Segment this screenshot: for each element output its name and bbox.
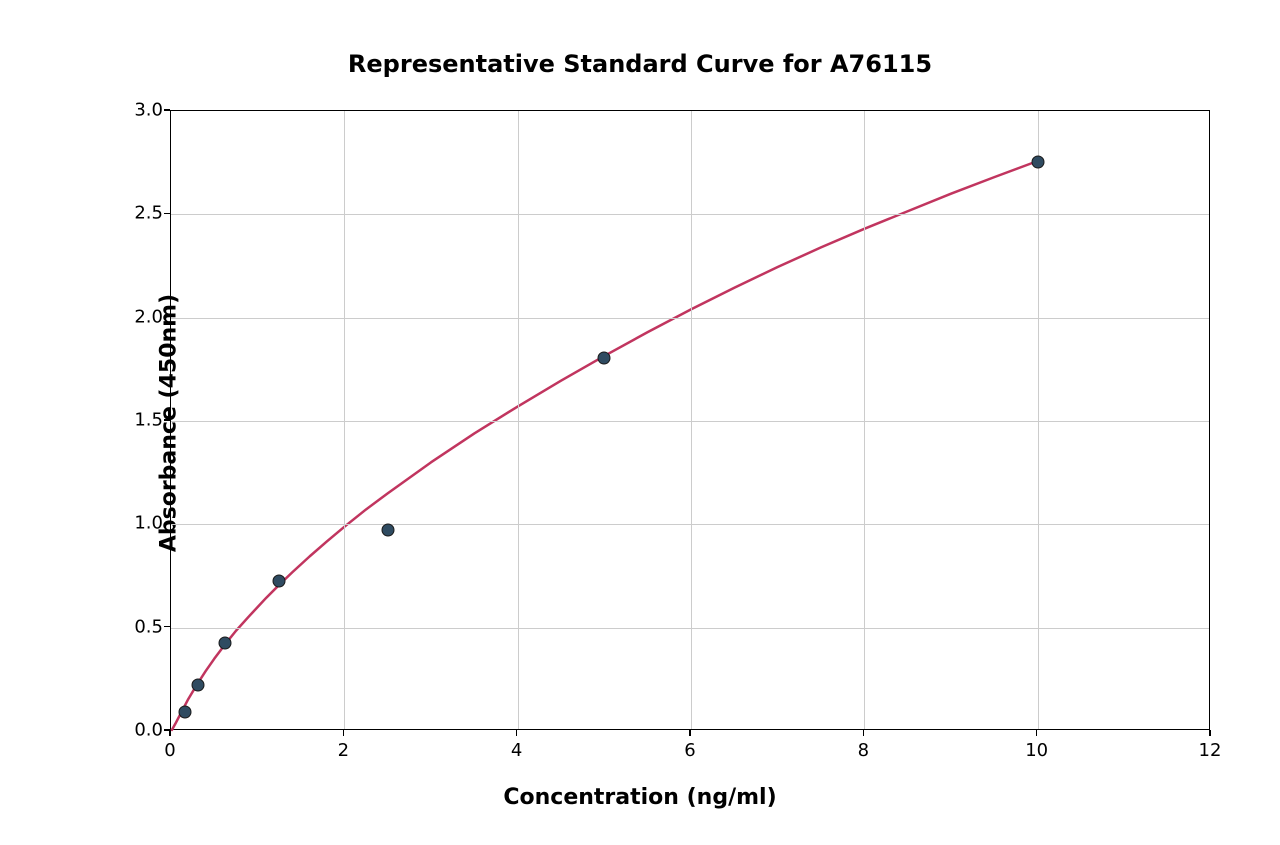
grid-line-vertical [518,111,519,729]
data-point [219,636,232,649]
y-tick-label: 2.0 [125,306,163,327]
y-tick-mark [164,729,170,731]
grid-line-horizontal [171,318,1209,319]
data-point [381,523,394,536]
y-tick-label: 0.0 [125,720,163,741]
grid-line-horizontal [171,524,1209,525]
y-tick-mark [164,626,170,628]
grid-line-vertical [1038,111,1039,729]
chart-title: Representative Standard Curve for A76115 [0,50,1280,78]
grid-line-horizontal [171,628,1209,629]
y-tick-label: 1.0 [125,513,163,534]
y-tick-mark [164,109,170,111]
data-point [192,678,205,691]
grid-line-vertical [691,111,692,729]
x-tick-mark [343,730,345,736]
x-tick-label: 4 [511,740,522,761]
x-tick-label: 2 [338,740,349,761]
plot-area [170,110,1210,730]
x-tick-mark [1209,730,1211,736]
y-tick-mark [164,523,170,525]
y-tick-mark [164,419,170,421]
x-tick-label: 10 [1025,740,1048,761]
data-point [273,574,286,587]
data-point [1031,155,1044,168]
grid-line-vertical [344,111,345,729]
curve-path [172,161,1038,730]
x-tick-label: 6 [684,740,695,761]
x-tick-label: 0 [164,740,175,761]
x-tick-label: 12 [1199,740,1222,761]
grid-line-horizontal [171,214,1209,215]
x-tick-mark [516,730,518,736]
x-tick-mark [169,730,171,736]
y-tick-mark [164,213,170,215]
data-point [178,705,191,718]
data-point [598,351,611,364]
x-tick-label: 8 [858,740,869,761]
y-tick-label: 2.5 [125,203,163,224]
x-tick-mark [689,730,691,736]
grid-line-vertical [864,111,865,729]
grid-line-horizontal [171,421,1209,422]
y-tick-label: 0.5 [125,616,163,637]
chart-container: Representative Standard Curve for A76115… [0,0,1280,845]
x-tick-mark [863,730,865,736]
x-axis-label: Concentration (ng/ml) [0,785,1280,810]
x-tick-mark [1036,730,1038,736]
y-tick-label: 3.0 [125,100,163,121]
y-tick-label: 1.5 [125,410,163,431]
y-tick-mark [164,316,170,318]
